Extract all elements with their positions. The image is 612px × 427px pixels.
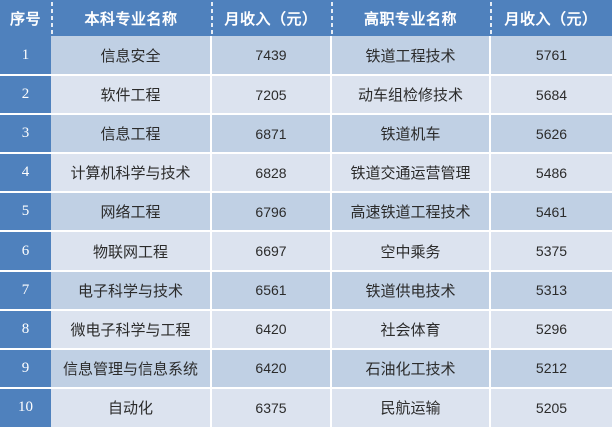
table-row: 1 信息安全 7439 铁道工程技术 5761 xyxy=(0,36,612,77)
column-header-undergraduate-major: 本科专业名称 xyxy=(51,0,211,36)
undergraduate-major-cell: 软件工程 xyxy=(51,75,212,116)
table-row: 2 软件工程 7205 动车组检修技术 5684 xyxy=(0,75,612,116)
undergraduate-income-cell: 6828 xyxy=(211,153,332,194)
undergraduate-major-cell: 电子科学与技术 xyxy=(51,270,212,311)
row-index-cell: 10 xyxy=(0,387,51,427)
vocational-income-cell: 5296 xyxy=(490,309,612,350)
vocational-income-cell: 5626 xyxy=(490,114,612,155)
vocational-major-cell: 民航运输 xyxy=(331,387,491,427)
undergraduate-major-cell: 信息安全 xyxy=(51,36,212,77)
undergraduate-income-cell: 6697 xyxy=(211,231,332,272)
vocational-income-cell: 5212 xyxy=(490,348,612,389)
undergraduate-income-cell: 6420 xyxy=(211,348,332,389)
undergraduate-income-cell: 7205 xyxy=(211,75,332,116)
undergraduate-major-cell: 自动化 xyxy=(51,387,212,427)
vocational-income-cell: 5313 xyxy=(490,270,612,311)
vocational-major-cell: 铁道供电技术 xyxy=(331,270,491,311)
column-header-vocational-major: 高职专业名称 xyxy=(331,0,490,36)
undergraduate-major-cell: 计算机科学与技术 xyxy=(51,153,212,194)
row-index-cell: 8 xyxy=(0,309,51,350)
vocational-income-cell: 5486 xyxy=(490,153,612,194)
table-row: 6 物联网工程 6697 空中乘务 5375 xyxy=(0,231,612,272)
table-row: 3 信息工程 6871 铁道机车 5626 xyxy=(0,114,612,155)
undergraduate-major-cell: 信息工程 xyxy=(51,114,212,155)
row-index-cell: 3 xyxy=(0,114,51,155)
row-index-cell: 1 xyxy=(0,36,51,77)
row-index-cell: 9 xyxy=(0,348,51,389)
table-row: 9 信息管理与信息系统 6420 石油化工技术 5212 xyxy=(0,348,612,389)
column-header-undergraduate-income: 月收入（元） xyxy=(211,0,331,36)
row-index-cell: 7 xyxy=(0,270,51,311)
vocational-income-cell: 5461 xyxy=(490,192,612,233)
row-index-cell: 4 xyxy=(0,153,51,194)
row-index-cell: 5 xyxy=(0,192,51,233)
table-body: 1 信息安全 7439 铁道工程技术 5761 2 软件工程 7205 动车组检修技术 5684 3… xyxy=(0,36,612,427)
row-index-cell: 6 xyxy=(0,231,51,272)
undergraduate-income-cell: 7439 xyxy=(211,36,332,77)
vocational-major-cell: 高速铁道工程技术 xyxy=(331,192,491,233)
table-row: 10 自动化 6375 民航运输 5205 xyxy=(0,387,612,427)
vocational-major-cell: 铁道工程技术 xyxy=(331,36,491,77)
vocational-major-cell: 石油化工技术 xyxy=(331,348,491,389)
vocational-income-cell: 5684 xyxy=(490,75,612,116)
header-row: 序号 本科专业名称 月收入（元） 高职专业名称 月收入（元） xyxy=(0,0,612,36)
undergraduate-income-cell: 6561 xyxy=(211,270,332,311)
undergraduate-major-cell: 网络工程 xyxy=(51,192,212,233)
column-header-vocational-income: 月收入（元） xyxy=(490,0,612,36)
table-row: 4 计算机科学与技术 6828 铁道交通运营管理 5486 xyxy=(0,153,612,194)
vocational-major-cell: 空中乘务 xyxy=(331,231,491,272)
vocational-major-cell: 铁道交通运营管理 xyxy=(331,153,491,194)
undergraduate-income-cell: 6796 xyxy=(211,192,332,233)
vocational-major-cell: 社会体育 xyxy=(331,309,491,350)
vocational-major-cell: 动车组检修技术 xyxy=(331,75,491,116)
vocational-major-cell: 铁道机车 xyxy=(331,114,491,155)
column-header-index: 序号 xyxy=(0,0,51,36)
vocational-income-cell: 5375 xyxy=(490,231,612,272)
table-row: 5 网络工程 6796 高速铁道工程技术 5461 xyxy=(0,192,612,233)
vocational-income-cell: 5205 xyxy=(490,387,612,427)
table-header: 序号 本科专业名称 月收入（元） 高职专业名称 月收入（元） xyxy=(0,0,612,36)
row-index-cell: 2 xyxy=(0,75,51,116)
vocational-income-cell: 5761 xyxy=(490,36,612,77)
table-row: 8 微电子科学与工程 6420 社会体育 5296 xyxy=(0,309,612,350)
undergraduate-income-cell: 6420 xyxy=(211,309,332,350)
undergraduate-income-cell: 6871 xyxy=(211,114,332,155)
table-row: 7 电子科学与技术 6561 铁道供电技术 5313 xyxy=(0,270,612,311)
undergraduate-major-cell: 微电子科学与工程 xyxy=(51,309,212,350)
undergraduate-major-cell: 信息管理与信息系统 xyxy=(51,348,212,389)
undergraduate-major-cell: 物联网工程 xyxy=(51,231,212,272)
undergraduate-income-cell: 6375 xyxy=(211,387,332,427)
